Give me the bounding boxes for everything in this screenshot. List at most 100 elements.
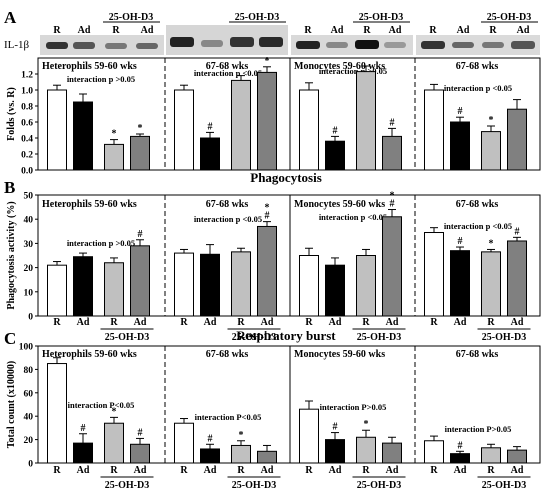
interaction-annotation: interaction p >0.05 (319, 66, 387, 76)
bar-r (47, 89, 67, 171)
x-category-label: R (305, 317, 313, 328)
bar-ad (73, 101, 93, 171)
significance-mark: * (489, 115, 494, 126)
blot-band (201, 40, 223, 47)
bar-r (481, 447, 501, 464)
subplot-1: Heterophils 59-60 wks interaction p >0.05… (42, 61, 150, 171)
bar-ad (507, 449, 527, 464)
blot-lane-r: R (112, 25, 120, 36)
blot-lane-ad: Ad (78, 25, 91, 36)
subplot-4: 67-68 wks interaction p <0.05 # * (424, 61, 527, 171)
bar-ad (382, 442, 402, 464)
bar-r (481, 251, 501, 317)
interaction-annotation: interaction P<0.05 (195, 412, 262, 422)
x-category-label: R (110, 465, 118, 476)
bar-charts: 0.0 0.2 0.4 0.6 0.8 1.0 1.2 Folds (vs. R) Hetero… (6, 56, 541, 491)
bar-r (299, 89, 319, 171)
bar-ad (450, 250, 470, 317)
bar-r (356, 71, 376, 171)
significance-mark: * (138, 123, 143, 134)
significance-mark: # (265, 211, 270, 222)
y-tick-label: 20 (24, 264, 34, 274)
y-tick-label: 10 (24, 288, 34, 298)
x-category-label: Ad (134, 317, 147, 328)
y-tick-label: 0.6 (21, 119, 33, 129)
blot-band (73, 42, 95, 49)
plot-frame (37, 345, 541, 464)
x-category-label: Ad (77, 317, 90, 328)
significance-mark: * (112, 406, 117, 417)
blot-band (105, 43, 127, 49)
blot-lane-r: R (429, 25, 437, 36)
blot-band (421, 41, 445, 49)
significance-mark: # (208, 121, 213, 132)
significance-mark: # (390, 117, 395, 128)
blot-lane-ad: Ad (517, 25, 530, 36)
blot-lane-r: R (363, 25, 371, 36)
y-tick-label: 80 (24, 366, 34, 376)
bar-ad (257, 71, 277, 171)
x-category-label: Ad (204, 317, 217, 328)
bar-r (174, 422, 194, 464)
x-category-label: R (237, 317, 245, 328)
bar-ad (325, 264, 345, 317)
blot-treatment-label: 25-OH-D3 (109, 12, 153, 23)
blot-band (259, 37, 283, 47)
treatment-label: 25-OH-D3 (232, 480, 276, 491)
x-category-label: Ad (77, 465, 90, 476)
plot-frame (37, 57, 541, 171)
blot-treatment-label: 25-OH-D3 (487, 12, 531, 23)
bar-ad (382, 216, 402, 317)
bar-r (104, 262, 124, 317)
blot-strip-4 (416, 35, 540, 55)
y-tick-label: 1.0 (21, 87, 33, 97)
blot-band (355, 40, 379, 49)
bar-ad (130, 245, 150, 317)
y-tick-label: 40 (24, 413, 34, 423)
y-tick-label: 50 (24, 192, 34, 202)
y-tick-label: 0.8 (21, 103, 33, 113)
treatment-label: 25-OH-D3 (232, 332, 276, 343)
blot-band (326, 42, 348, 48)
x-category-label: Ad (386, 465, 399, 476)
x-category-label: R (487, 317, 495, 328)
interaction-annotation: interaction p <0.05 (444, 83, 512, 93)
significance-mark: * (489, 238, 494, 249)
significance-mark: * (265, 203, 270, 214)
x-category-label: R (53, 317, 61, 328)
section-title-respiratory-burst: Respiratory burst (236, 328, 336, 343)
subplot-2: 67-68 wks interaction P<0.05 R # Ad * R Ad 25-OH… (174, 349, 281, 491)
significance-mark: # (81, 423, 86, 434)
blot-treatment-label: 25-OH-D3 (235, 12, 279, 23)
treatment-label: 25-OH-D3 (357, 480, 401, 491)
subplot-4: 67-68 wks interaction p <0.05 R # Ad * R # Ad 25-… (424, 199, 531, 343)
significance-mark: # (208, 433, 213, 444)
y-tick-label: 0.0 (21, 167, 33, 177)
blot-lane-ad: Ad (457, 25, 470, 36)
subplot-title: 67-68 wks (206, 61, 249, 72)
chart-panel-b: 0 10 20 30 40 50 Phagocytosis activity (%) Hete… (6, 191, 541, 343)
significance-mark: # (515, 226, 520, 237)
blot-strip-1 (40, 35, 164, 55)
x-category-label: Ad (261, 317, 274, 328)
blot-lane-r: R (53, 25, 61, 36)
x-category-label: R (53, 465, 61, 476)
interaction-annotation: interaction p >0.05 (67, 238, 135, 248)
bar-ad (450, 453, 470, 464)
bar-r (481, 131, 501, 171)
interaction-annotation: interaction P>0.05 (445, 424, 512, 434)
blot-band (136, 43, 158, 49)
blot-lane-ad: Ad (389, 25, 402, 36)
plot-frame (37, 194, 541, 317)
subplot-1: Heterophils 59-60 wks interaction P<0.05 R… (42, 349, 154, 491)
subplot-title: 67-68 wks (456, 349, 499, 360)
bar-r (174, 252, 194, 317)
subplot-3: Monocytes 59-60 wks interaction p <0.05 R A… (294, 191, 406, 343)
blot-label: IL-1β (4, 39, 30, 51)
subplot-title: Heterophils 59-60 wks (42, 349, 137, 360)
bar-ad (382, 135, 402, 171)
blot-band (46, 42, 68, 49)
bar-ad (130, 135, 150, 171)
